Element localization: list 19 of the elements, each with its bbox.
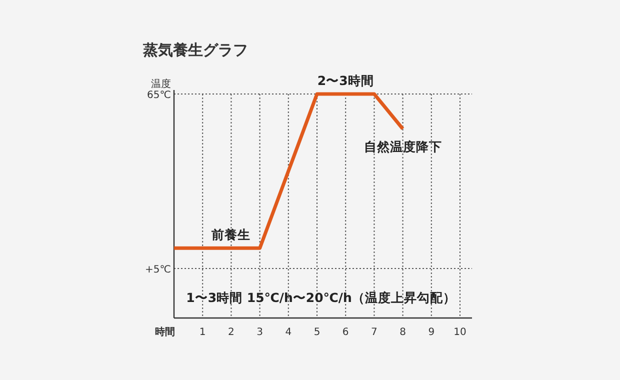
x-tick-label: 8	[400, 327, 406, 338]
x-tick-label: 3	[256, 327, 263, 338]
y-axis-title: 温度	[151, 78, 171, 90]
x-tick-label: 4	[285, 327, 292, 338]
annotation: 2〜3時間	[317, 73, 374, 88]
x-axis-title: 時間	[155, 326, 175, 338]
x-tick-label: 9	[428, 327, 435, 338]
x-tick-label: 7	[371, 327, 378, 338]
x-tick-label: 5	[314, 327, 320, 338]
y-tick-label: 65℃	[147, 90, 171, 101]
y-tick-label: +5℃	[145, 264, 171, 276]
annotation: 自然温度降下	[364, 138, 442, 154]
annotation: 1〜3時間 15℃/h〜20℃/h（温度上昇勾配）	[186, 290, 456, 305]
annotation: 前養生	[210, 227, 251, 242]
chart-title: 蒸気養生グラフ	[142, 41, 248, 59]
x-tick-label: 1	[199, 327, 206, 338]
x-tick-label: 6	[342, 327, 349, 338]
x-tick-label: 2	[228, 327, 234, 338]
x-tick-label: 10	[454, 327, 466, 338]
